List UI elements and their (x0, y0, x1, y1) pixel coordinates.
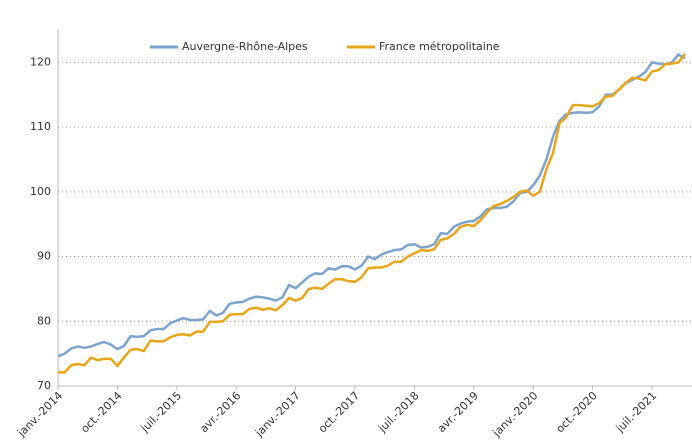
y-tick-label: 100 (30, 185, 51, 198)
x-tick-label: avr.-2019 (435, 389, 481, 435)
x-tick-label: avr.-2016 (197, 389, 243, 435)
y-tick-label: 70 (37, 379, 51, 392)
x-tick-label: oct.-2020 (553, 389, 599, 435)
legend-label: Auvergne-Rhône-Alpes (182, 40, 308, 53)
y-tick-label: 110 (30, 120, 51, 133)
x-tick-label: juil.-2015 (138, 389, 184, 435)
x-tick-label: oct.-2017 (316, 389, 362, 435)
series-line (57, 53, 686, 358)
y-tick-label: 90 (37, 250, 51, 263)
series-line (58, 53, 686, 374)
y-tick-label: 80 (37, 314, 51, 327)
x-tick-label: oct.-2014 (78, 389, 124, 435)
x-tick-label: juil.-2018 (375, 389, 421, 435)
x-tick-label: juil.-2021 (613, 389, 659, 435)
x-tick-label: janv.-2017 (252, 389, 303, 440)
x-tick-label: janv.-2020 (490, 389, 541, 440)
y-tick-label: 120 (30, 55, 51, 68)
x-tick-label: janv.-2014 (14, 389, 65, 440)
legend-label: France métropolitaine (379, 40, 500, 53)
